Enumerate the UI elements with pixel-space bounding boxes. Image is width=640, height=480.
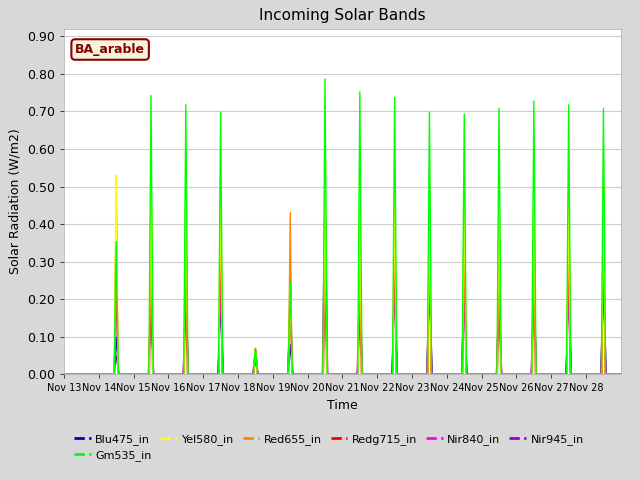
Redg715_in	[473, 372, 481, 377]
Nir840_in	[617, 372, 625, 377]
Blu475_in	[473, 372, 481, 377]
Blu475_in	[617, 372, 625, 377]
Yel580_in	[60, 372, 68, 377]
Gm535_in	[473, 372, 481, 377]
Yel580_in	[473, 372, 481, 377]
Blu475_in	[414, 372, 422, 377]
Legend: Blu475_in, Gm535_in, Yel580_in, Red655_in, Redg715_in, Nir840_in, Nir945_in: Blu475_in, Gm535_in, Yel580_in, Red655_i…	[70, 429, 588, 466]
Nir945_in	[60, 372, 68, 377]
Red655_in	[390, 299, 397, 305]
X-axis label: Time: Time	[327, 399, 358, 412]
Redg715_in	[88, 372, 96, 377]
Nir945_in	[88, 372, 96, 377]
Gm535_in	[503, 372, 511, 377]
Nir840_in	[414, 372, 422, 377]
Yel580_in	[113, 172, 120, 178]
Line: Blu475_in: Blu475_in	[64, 275, 621, 374]
Line: Nir945_in: Nir945_in	[64, 193, 621, 374]
Red655_in	[113, 173, 120, 179]
Gm535_in	[321, 76, 329, 82]
Yel580_in	[414, 372, 422, 377]
Yel580_in	[88, 372, 96, 377]
Gm535_in	[262, 372, 269, 377]
Blu475_in	[503, 372, 511, 377]
Red655_in	[262, 372, 269, 377]
Nir945_in	[503, 372, 511, 377]
Title: Incoming Solar Bands: Incoming Solar Bands	[259, 9, 426, 24]
Gm535_in	[60, 372, 68, 377]
Redg715_in	[414, 372, 422, 377]
Blu475_in	[262, 372, 269, 377]
Gm535_in	[88, 372, 96, 377]
Nir945_in	[414, 372, 422, 377]
Yel580_in	[262, 372, 269, 377]
Redg715_in	[60, 372, 68, 377]
Line: Redg715_in: Redg715_in	[64, 194, 621, 374]
Nir945_in	[617, 372, 625, 377]
Nir840_in	[321, 187, 329, 192]
Redg715_in	[503, 372, 511, 377]
Nir840_in	[88, 372, 96, 377]
Text: BA_arable: BA_arable	[75, 43, 145, 56]
Nir945_in	[473, 372, 481, 377]
Redg715_in	[617, 372, 625, 377]
Nir945_in	[262, 372, 269, 377]
Blu475_in	[390, 318, 397, 324]
Redg715_in	[321, 192, 329, 197]
Line: Red655_in: Red655_in	[64, 176, 621, 374]
Red655_in	[503, 372, 511, 377]
Red655_in	[60, 372, 68, 377]
Redg715_in	[390, 319, 397, 325]
Blu475_in	[60, 372, 68, 377]
Gm535_in	[617, 372, 625, 377]
Yel580_in	[503, 372, 511, 377]
Nir945_in	[390, 312, 397, 318]
Nir945_in	[321, 190, 329, 196]
Red655_in	[473, 372, 481, 377]
Blu475_in	[391, 272, 399, 277]
Line: Gm535_in: Gm535_in	[64, 79, 621, 374]
Nir840_in	[262, 372, 269, 377]
Nir840_in	[473, 372, 481, 377]
Redg715_in	[262, 372, 269, 377]
Y-axis label: Solar Radiation (W/m2): Solar Radiation (W/m2)	[8, 129, 21, 275]
Blu475_in	[88, 372, 96, 377]
Red655_in	[414, 372, 422, 377]
Nir840_in	[390, 319, 397, 324]
Gm535_in	[414, 372, 422, 377]
Yel580_in	[390, 288, 397, 294]
Gm535_in	[390, 236, 397, 241]
Yel580_in	[617, 372, 625, 377]
Line: Nir840_in: Nir840_in	[64, 190, 621, 374]
Nir840_in	[60, 372, 68, 377]
Red655_in	[617, 372, 625, 377]
Nir840_in	[503, 372, 511, 377]
Line: Yel580_in: Yel580_in	[64, 175, 621, 374]
Red655_in	[88, 372, 96, 377]
